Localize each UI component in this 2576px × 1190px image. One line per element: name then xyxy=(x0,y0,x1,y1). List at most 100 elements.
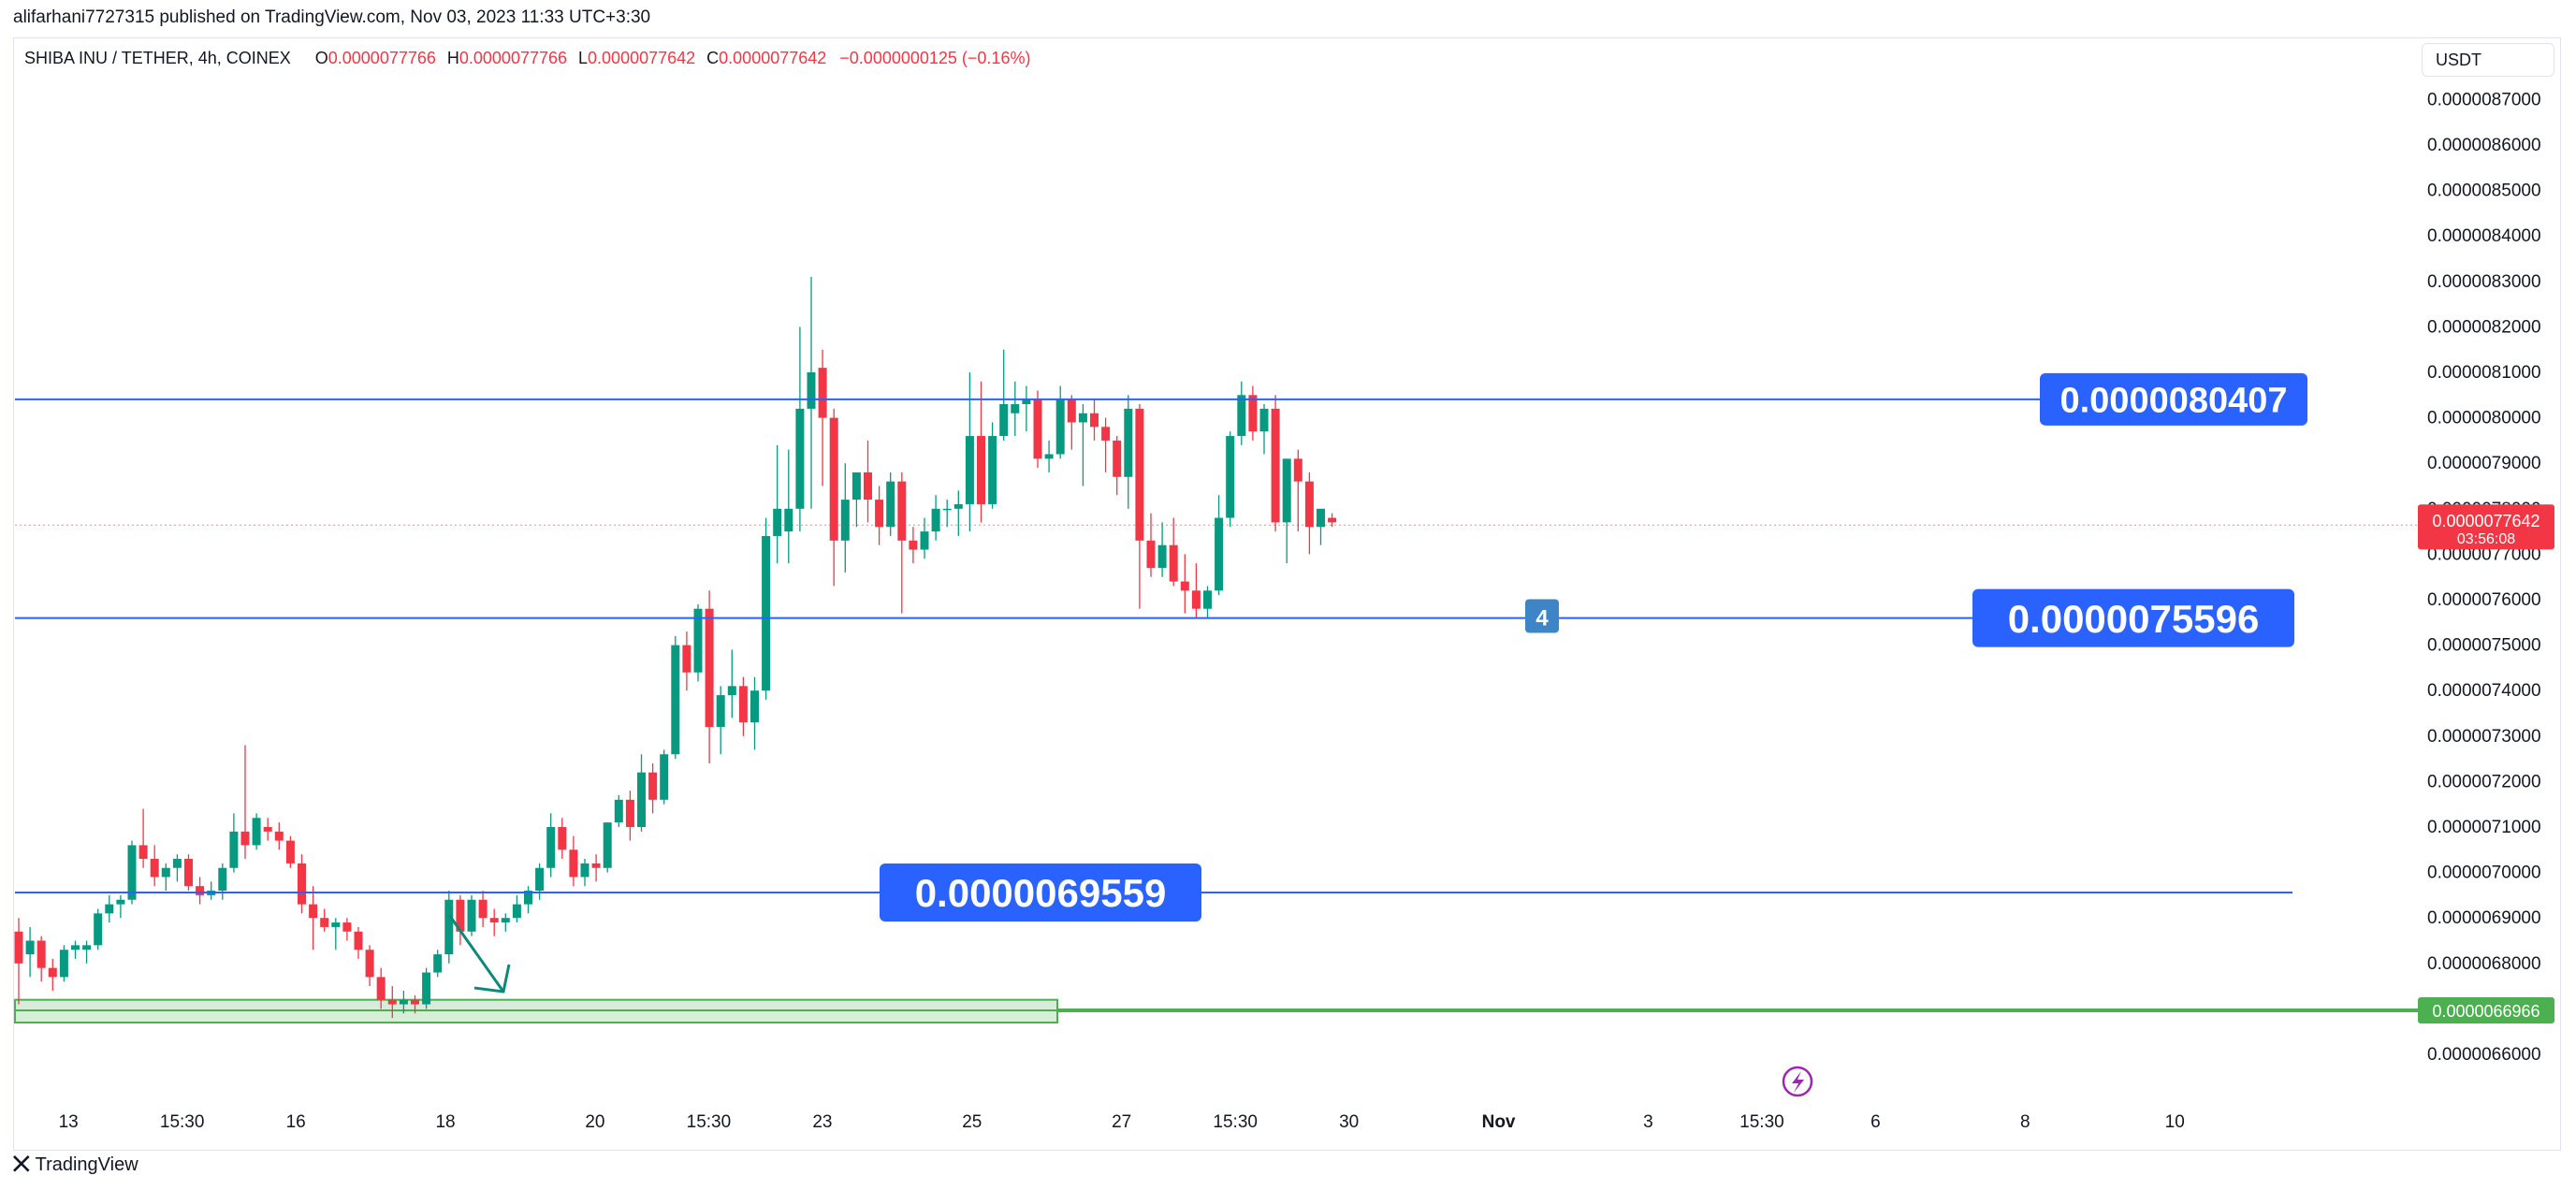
candle-body xyxy=(807,372,816,409)
x-tick-label: 13 xyxy=(59,1112,79,1132)
candle-body xyxy=(285,840,295,863)
candle-body xyxy=(263,827,272,832)
currency-button[interactable]: USDT xyxy=(2422,43,2554,77)
candle-body xyxy=(478,899,488,919)
ohlc-open-value: 0.0000077766 xyxy=(327,49,436,67)
candle-body xyxy=(1044,454,1054,459)
candle-body xyxy=(105,904,114,914)
x-tick-label: 16 xyxy=(286,1112,306,1132)
candle-body xyxy=(298,863,306,905)
y-tick-label: 0.0000086000 xyxy=(2427,136,2541,155)
candle-body xyxy=(1113,440,1122,477)
candle-body xyxy=(1101,427,1111,441)
y-tick-label: 0.0000072000 xyxy=(2427,772,2541,791)
candle-body xyxy=(909,540,918,550)
candle-body xyxy=(354,931,363,951)
x-tick-label: 10 xyxy=(2165,1112,2185,1132)
candle-body xyxy=(705,608,714,728)
candle-body xyxy=(229,831,239,868)
candle-body xyxy=(1090,413,1099,428)
candle-body xyxy=(14,931,23,964)
candle-body xyxy=(535,867,545,892)
arrow-annotation-head xyxy=(473,964,511,994)
candle-body xyxy=(172,859,182,868)
x-tick-label: 20 xyxy=(585,1112,604,1132)
candle-body xyxy=(750,690,759,723)
candle-body xyxy=(489,918,499,923)
candle-body xyxy=(1055,399,1065,455)
candle-body xyxy=(252,818,261,846)
candle-body xyxy=(1022,399,1031,405)
candle-body xyxy=(59,950,68,978)
candle-body xyxy=(558,827,567,850)
candle-body xyxy=(1271,408,1280,523)
y-tick-label: 0.0000069000 xyxy=(2427,908,2541,928)
candle-body xyxy=(184,859,193,887)
candle-body xyxy=(1011,404,1020,414)
candle-body xyxy=(25,940,35,955)
y-tick-label: 0.0000080000 xyxy=(2427,409,2541,428)
candle-body xyxy=(1067,399,1076,423)
candle-body xyxy=(342,922,352,932)
candle-body xyxy=(965,436,974,504)
candle-body xyxy=(1304,481,1314,528)
chart-frame xyxy=(13,37,2561,1151)
candle-body xyxy=(1078,413,1087,423)
candle-body xyxy=(795,408,805,509)
last-price-value: 0.0000077642 xyxy=(2432,512,2540,530)
candle-body xyxy=(1157,544,1167,568)
candle-body xyxy=(886,481,895,528)
x-tick-label: 25 xyxy=(962,1112,982,1132)
candle-body xyxy=(411,999,419,1005)
candle-body xyxy=(738,686,748,723)
y-tick-label: 0.0000066000 xyxy=(2427,1045,2541,1065)
candle-body xyxy=(931,508,940,532)
tradingview-brand: TradingView xyxy=(35,1154,138,1175)
candle-body xyxy=(501,918,510,923)
candle-body xyxy=(1259,408,1269,432)
candle-body xyxy=(682,645,691,673)
candle-body xyxy=(218,867,227,892)
ohlc-open-label: O xyxy=(314,49,328,67)
ohlc-high-label: H xyxy=(446,49,459,67)
candle-body xyxy=(1317,508,1325,528)
y-tick-label: 0.0000081000 xyxy=(2427,363,2541,383)
level-label-text: 0.0000080407 xyxy=(2059,381,2287,420)
tradingview-logo[interactable]: ⨉ TradingView xyxy=(13,1153,138,1177)
candle-body xyxy=(161,867,170,878)
symbol-title[interactable]: SHIBA INU / TETHER, 4h, COINEX xyxy=(24,49,291,67)
candle-body xyxy=(942,508,952,511)
candle-body xyxy=(387,999,397,1005)
candle-body xyxy=(1146,540,1156,568)
candle-body xyxy=(660,754,669,800)
candle-body xyxy=(433,954,443,973)
candle-body xyxy=(150,859,159,878)
candle-body xyxy=(309,904,318,919)
x-tick-label: 18 xyxy=(435,1112,455,1132)
candle-body xyxy=(82,945,92,951)
arrow-annotation-shaft xyxy=(447,914,505,993)
candle-body xyxy=(580,863,589,878)
last-price-tag xyxy=(2418,504,2554,550)
y-tick-label: 0.0000082000 xyxy=(2427,317,2541,337)
candle-body xyxy=(851,472,861,501)
candle-body xyxy=(512,904,521,919)
candle-body xyxy=(784,508,793,532)
candle-body xyxy=(1033,399,1042,459)
y-tick-label: 0.0000084000 xyxy=(2427,226,2541,246)
level-label-box xyxy=(2040,372,2307,426)
candle-body xyxy=(524,891,532,905)
candle-body xyxy=(1293,458,1303,482)
y-tick-label: 0.0000074000 xyxy=(2427,681,2541,701)
candle-body xyxy=(274,831,284,841)
ohlc-low-value: 0.0000077642 xyxy=(588,49,696,67)
candle-body xyxy=(625,799,634,827)
candle-body xyxy=(897,481,907,541)
candle-body xyxy=(444,899,454,955)
candle-body xyxy=(864,472,872,501)
y-tick-label: 0.0000085000 xyxy=(2427,181,2541,201)
candle-body xyxy=(399,999,408,1005)
candle-body xyxy=(840,500,850,541)
candle-body xyxy=(603,822,612,868)
